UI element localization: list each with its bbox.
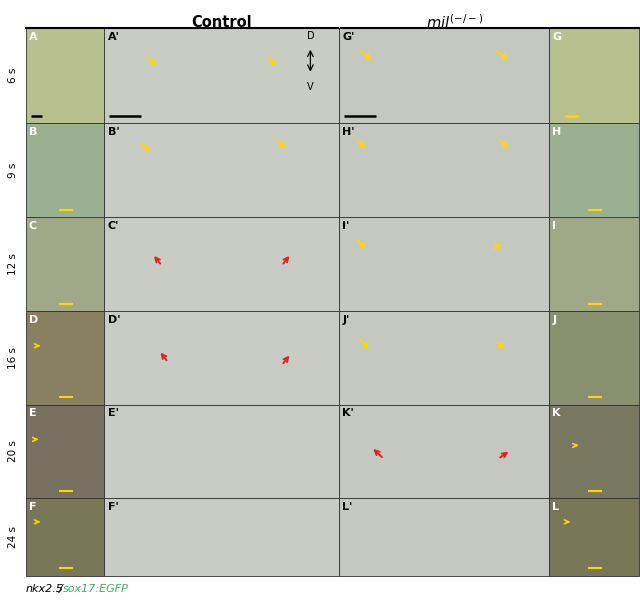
Bar <box>549 217 639 311</box>
Bar <box>26 498 104 576</box>
Bar <box>26 123 104 217</box>
Bar <box>339 311 549 405</box>
Bar <box>104 123 339 217</box>
Text: L: L <box>552 502 559 512</box>
Text: E: E <box>29 408 36 419</box>
Bar <box>339 217 549 311</box>
Text: 6 s: 6 s <box>8 68 18 83</box>
Text: B': B' <box>108 127 119 137</box>
Bar <box>104 28 339 123</box>
Text: K': K' <box>342 408 354 419</box>
Bar <box>104 405 339 498</box>
Bar <box>26 217 104 311</box>
Bar <box>339 405 549 498</box>
Text: H': H' <box>342 127 355 137</box>
Bar <box>104 498 339 576</box>
Text: C': C' <box>108 221 119 231</box>
Text: V: V <box>307 82 314 92</box>
Bar <box>549 405 639 498</box>
Text: K: K <box>552 408 561 419</box>
Text: B: B <box>29 127 37 137</box>
Text: 20 s: 20 s <box>8 440 18 463</box>
Text: F: F <box>29 502 36 512</box>
Text: D': D' <box>108 315 120 325</box>
Text: /: / <box>59 584 63 594</box>
Bar <box>339 28 549 123</box>
Text: sox17:EGFP: sox17:EGFP <box>63 584 129 594</box>
Text: G: G <box>552 32 561 42</box>
Bar <box>26 405 104 498</box>
Bar <box>26 311 104 405</box>
Bar <box>339 123 549 217</box>
Text: 12 s: 12 s <box>8 253 18 275</box>
Text: I': I' <box>342 221 349 231</box>
Bar <box>549 123 639 217</box>
Text: D: D <box>307 31 314 41</box>
Bar <box>549 28 639 123</box>
Text: A: A <box>29 32 37 42</box>
Text: C: C <box>29 221 37 231</box>
Text: D: D <box>29 315 38 325</box>
Text: Control: Control <box>191 15 252 30</box>
Text: I: I <box>552 221 556 231</box>
Text: A': A' <box>108 32 120 42</box>
Text: J: J <box>552 315 556 325</box>
Text: E': E' <box>108 408 118 419</box>
Bar <box>339 498 549 576</box>
Bar <box>549 498 639 576</box>
Bar <box>26 28 104 123</box>
Text: L': L' <box>342 502 353 512</box>
Bar <box>549 311 639 405</box>
Text: 9 s: 9 s <box>8 162 18 178</box>
Text: 16 s: 16 s <box>8 347 18 369</box>
Text: nkx2.5: nkx2.5 <box>26 584 63 594</box>
Text: J': J' <box>342 315 349 325</box>
Text: $\it{mil}^{(-/-)}$: $\it{mil}^{(-/-)}$ <box>426 13 483 31</box>
Text: H: H <box>552 127 561 137</box>
Bar <box>104 311 339 405</box>
Text: F': F' <box>108 502 118 512</box>
Text: 24 s: 24 s <box>8 526 18 548</box>
Text: G': G' <box>342 32 355 42</box>
Bar <box>104 217 339 311</box>
